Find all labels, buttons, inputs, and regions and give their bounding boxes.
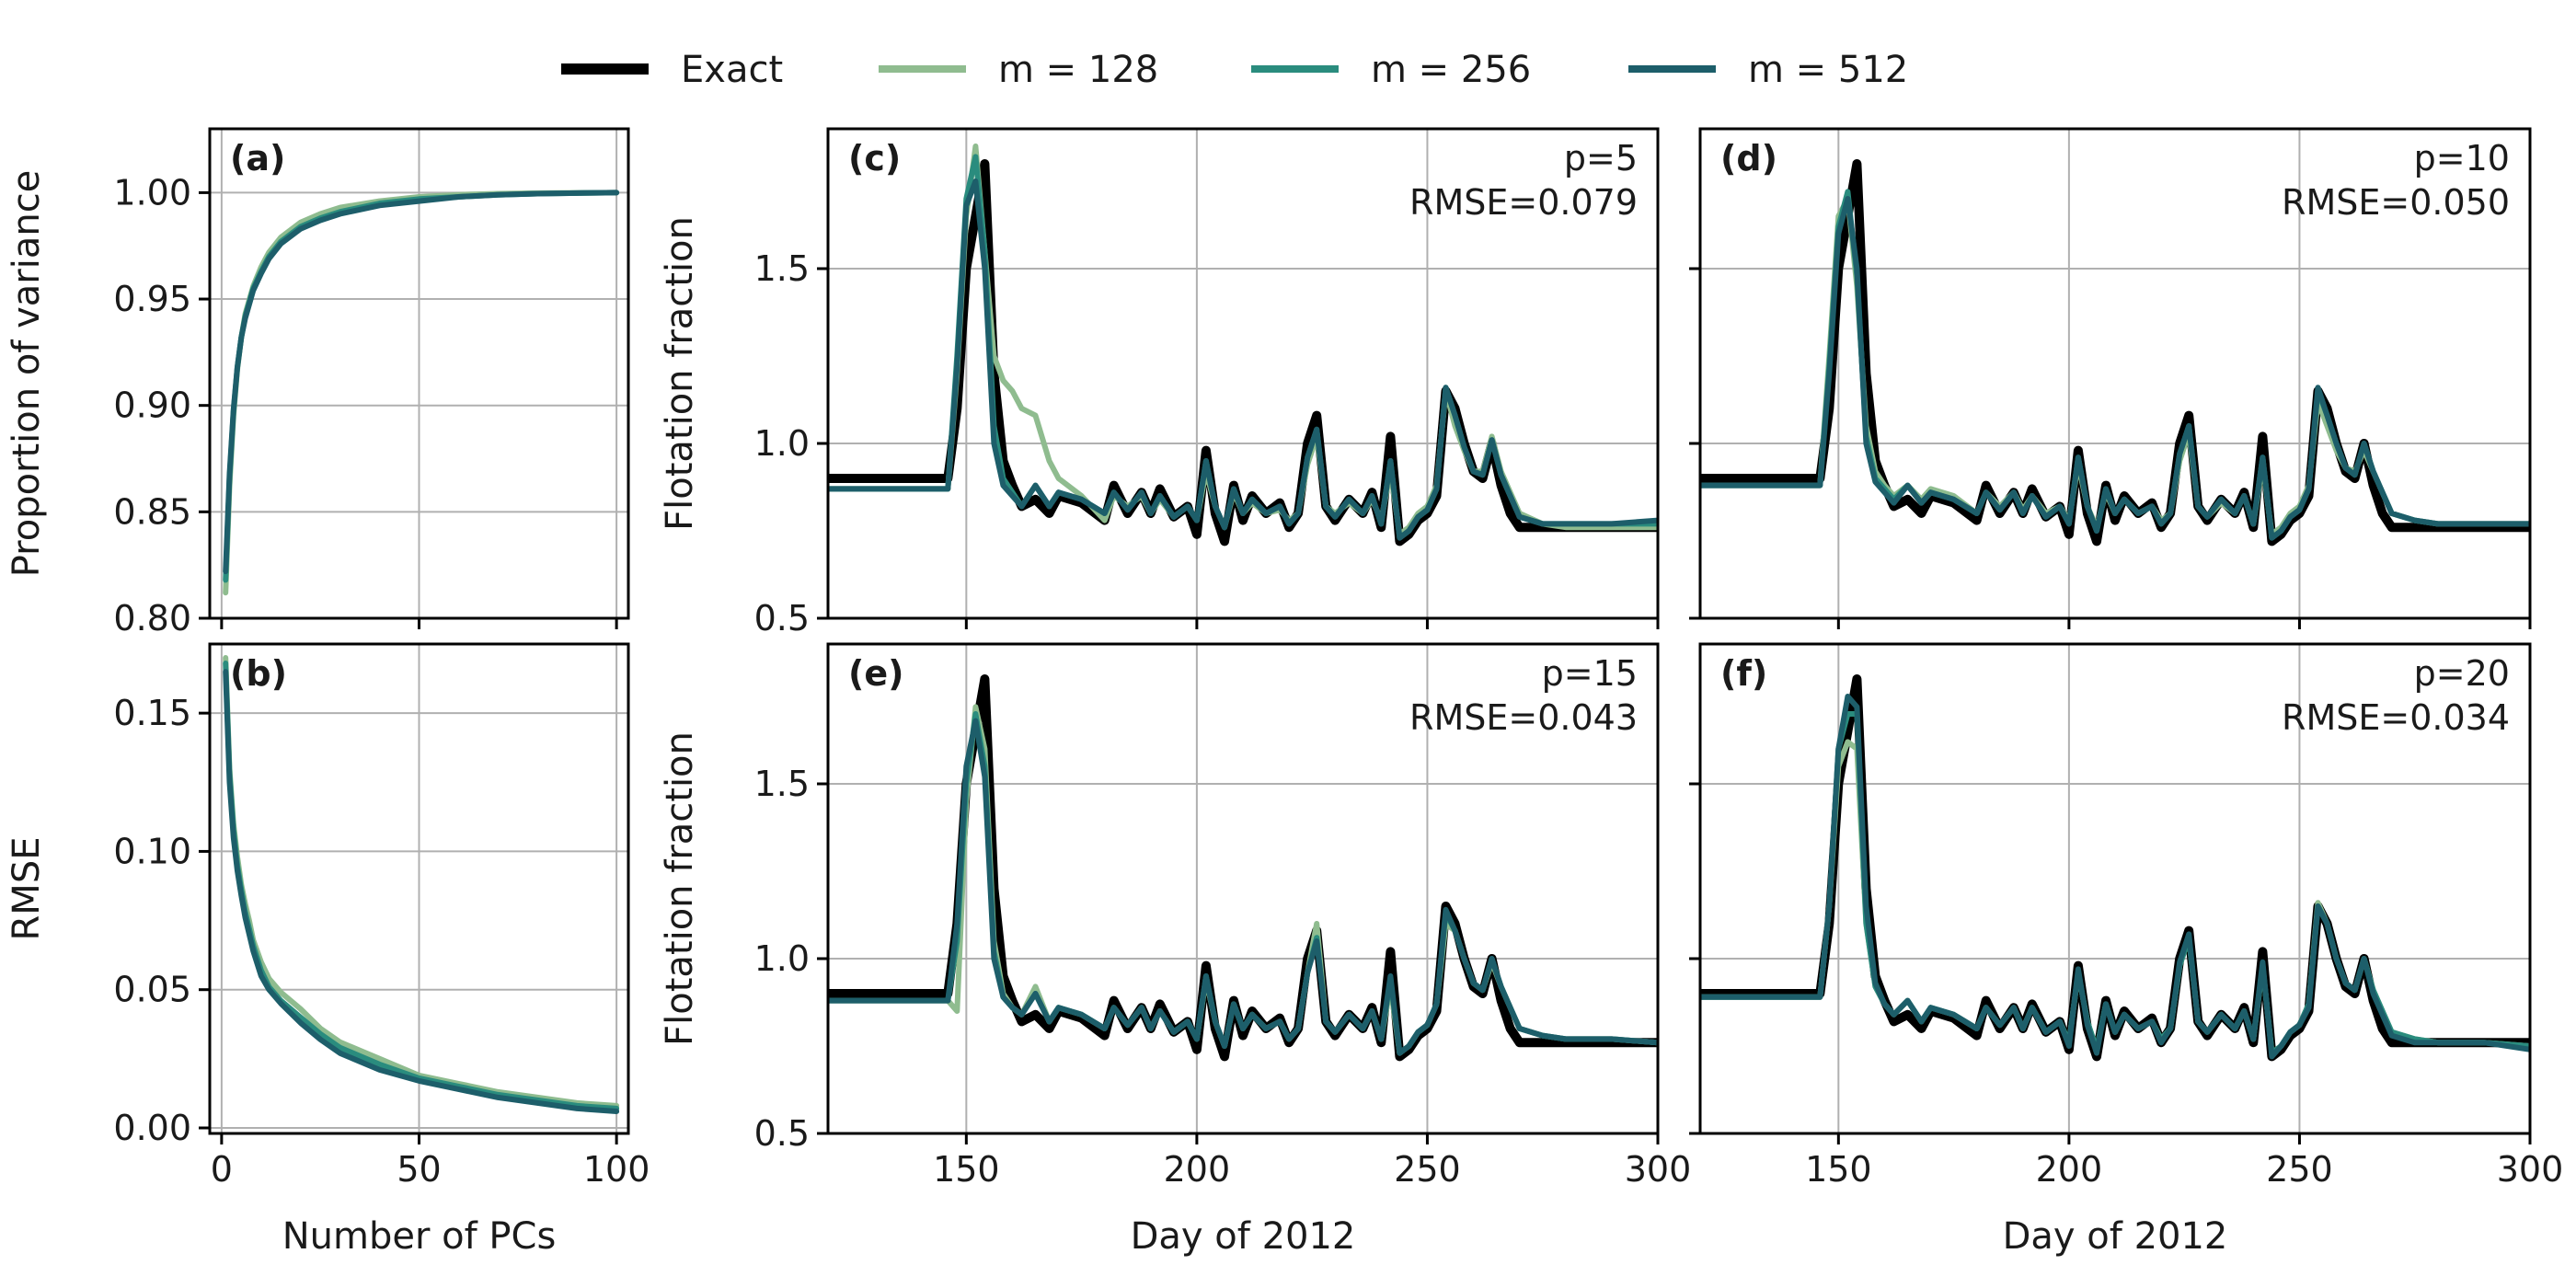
x-tick-label: 250 xyxy=(1394,1149,1461,1190)
panel-label: (a) xyxy=(230,138,285,178)
x-tick-label: 150 xyxy=(1805,1149,1872,1190)
panel-label: (e) xyxy=(848,653,904,694)
y-tick-label: 1.00 xyxy=(113,172,191,213)
panel-label: (c) xyxy=(848,138,901,178)
y-tick-label: 1.5 xyxy=(754,764,810,804)
x-tick-label: 200 xyxy=(1164,1149,1231,1190)
x-tick-label: 150 xyxy=(933,1149,1000,1190)
y-tick-label: 0.15 xyxy=(113,693,191,733)
series-line-m-512 xyxy=(223,669,620,1114)
panel-label: (f) xyxy=(1720,653,1767,694)
series-line-m-128 xyxy=(223,655,620,1109)
series-line-m-128 xyxy=(1700,739,2530,1056)
panel-c: 0.5 1.0 1.5 Flotation fraction (c) p=5RMSE=0.… xyxy=(659,127,1660,638)
y-axis-label: Proportion of variance xyxy=(6,170,48,578)
panel-label: (b) xyxy=(230,653,287,694)
x-tick-label: 50 xyxy=(397,1149,441,1190)
legend-entry: m = 128 xyxy=(879,49,1158,91)
series-line-m-512 xyxy=(223,190,620,575)
annotation-rmse: RMSE=0.050 xyxy=(2282,182,2510,223)
x-axis-label: Day of 2012 xyxy=(1131,1215,1356,1258)
annotation-p: p=10 xyxy=(2414,138,2510,178)
x-axis-label: Day of 2012 xyxy=(2003,1215,2228,1258)
y-tick-label: 0.95 xyxy=(113,279,191,319)
x-tick-label: 300 xyxy=(2497,1149,2564,1190)
y-axis-label: Flotation fraction xyxy=(659,216,701,531)
x-tick-label: 100 xyxy=(583,1149,650,1190)
x-axis-label: Number of PCs xyxy=(282,1215,557,1258)
legend-label: Exact xyxy=(681,49,783,91)
legend-label: m = 128 xyxy=(998,49,1158,91)
y-axis-label: Flotation fraction xyxy=(659,731,701,1046)
axes-frame xyxy=(1698,642,2532,1135)
legend-entry: m = 256 xyxy=(1251,49,1531,91)
x-tick-label: 250 xyxy=(2266,1149,2333,1190)
series-line-m-256 xyxy=(223,190,620,583)
annotation-p: p=20 xyxy=(2414,653,2510,694)
panel-label: (d) xyxy=(1720,138,1777,178)
y-tick-label: 1.0 xyxy=(754,423,810,464)
y-tick-label: 0.90 xyxy=(113,385,191,426)
legend-entry: Exact xyxy=(561,49,783,91)
series-line-m-256 xyxy=(1700,189,2530,541)
y-tick-label: 0.00 xyxy=(113,1108,191,1148)
series-group xyxy=(1700,674,2530,1062)
panel-a: 0.80 0.85 0.90 0.95 1.00 Proportion of varian… xyxy=(6,127,630,638)
series-group xyxy=(828,144,1658,546)
series-group xyxy=(223,190,620,596)
panel-b: 0 50 100 0.00 0.05 0.10 0.15 Number of PCs RMSE (… xyxy=(6,642,650,1258)
annotation-rmse: RMSE=0.043 xyxy=(1409,697,1638,738)
axes-frame xyxy=(1698,127,2532,620)
y-axis-label: RMSE xyxy=(6,837,48,941)
x-tick-label: 0 xyxy=(211,1149,233,1190)
y-tick-label: 0.5 xyxy=(754,1113,810,1154)
legend-label: m = 256 xyxy=(1371,49,1531,91)
series-line-m-128 xyxy=(828,704,1658,1056)
series-group xyxy=(1700,159,2530,546)
series-line-m-256 xyxy=(1700,711,2530,1056)
y-tick-label: 1.0 xyxy=(754,938,810,979)
legend-entry: m = 512 xyxy=(1628,49,1908,91)
series-line-m-128 xyxy=(223,190,620,596)
y-tick-label: 0.80 xyxy=(113,598,191,638)
y-tick-label: 0.05 xyxy=(113,970,191,1010)
legend: Exact m = 128 m = 256 m = 512 xyxy=(561,49,1908,91)
series-line-m-128 xyxy=(1700,196,2530,537)
series-line-m-512 xyxy=(1700,694,2530,1060)
y-tick-label: 0.5 xyxy=(754,598,810,638)
axes-frame xyxy=(826,127,1660,620)
series-group xyxy=(828,674,1658,1062)
y-tick-label: 0.85 xyxy=(113,491,191,532)
annotation-rmse: RMSE=0.034 xyxy=(2282,697,2510,738)
series-line-m-256 xyxy=(223,661,620,1111)
annotation-rmse: RMSE=0.079 xyxy=(1409,182,1638,223)
series-line-m-512 xyxy=(828,718,1658,1056)
annotation-p: p=15 xyxy=(1542,653,1638,694)
axes-frame xyxy=(826,642,1660,1135)
series-line-m-512 xyxy=(1700,196,2530,541)
legend-label: m = 512 xyxy=(1748,49,1908,91)
series-line-m-512 xyxy=(828,178,1658,541)
x-tick-label: 300 xyxy=(1625,1149,1692,1190)
annotation-p: p=5 xyxy=(1564,138,1638,178)
x-tick-label: 200 xyxy=(2036,1149,2103,1190)
panel-e: 150 200 250 300 0.5 1.0 1.5 Day of 2012 Flotatio… xyxy=(659,642,1692,1258)
y-tick-label: 0.10 xyxy=(113,831,191,871)
y-tick-label: 1.5 xyxy=(754,248,810,289)
series-group xyxy=(223,655,620,1114)
